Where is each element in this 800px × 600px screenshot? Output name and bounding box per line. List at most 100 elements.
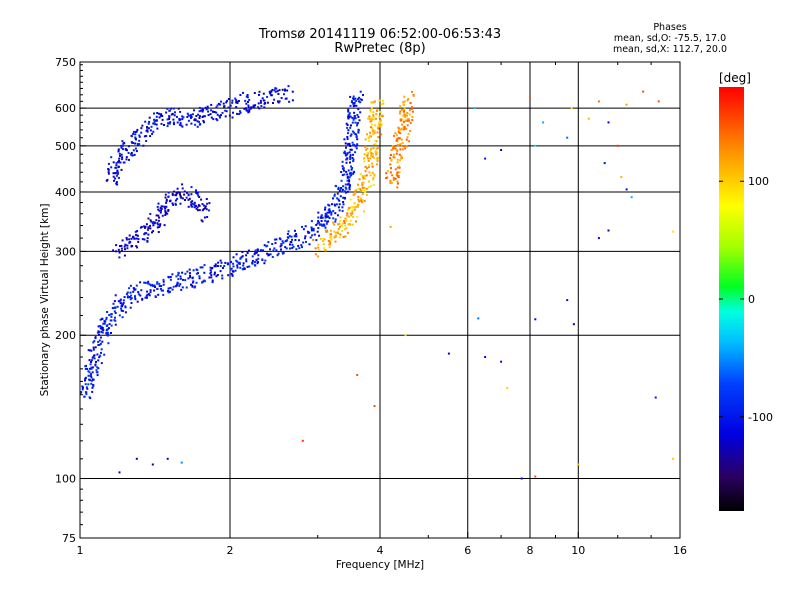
data-point — [252, 104, 255, 107]
data-point — [330, 235, 333, 238]
data-point — [195, 115, 198, 117]
data-point — [389, 182, 392, 185]
data-point — [329, 229, 332, 232]
data-point — [351, 121, 354, 124]
data-point — [354, 151, 357, 154]
data-point — [113, 179, 115, 182]
data-point — [333, 203, 336, 206]
data-point — [392, 178, 395, 181]
data-point — [216, 113, 219, 116]
data-point — [324, 216, 327, 219]
chart-title: Tromsø 20141119 06:52:00-06:53:43 — [258, 27, 502, 42]
colorbar-label: [deg] — [719, 71, 751, 85]
data-point — [397, 136, 400, 139]
data-point — [347, 108, 350, 111]
data-point — [397, 182, 399, 185]
data-point — [373, 173, 376, 176]
data-point — [353, 114, 356, 117]
data-point — [382, 102, 385, 105]
data-point — [349, 158, 352, 161]
data-point — [173, 114, 176, 117]
data-point — [254, 104, 257, 107]
data-point — [256, 248, 259, 251]
data-point — [198, 275, 201, 278]
data-point — [403, 127, 406, 130]
data-point — [363, 200, 366, 203]
data-point — [272, 249, 275, 252]
data-point — [125, 237, 128, 239]
data-point — [222, 102, 225, 105]
data-point — [251, 261, 254, 264]
data-point — [292, 245, 295, 248]
data-point — [159, 211, 162, 214]
data-point — [281, 251, 284, 254]
data-point — [201, 107, 204, 110]
data-point — [389, 180, 392, 183]
data-point — [378, 121, 381, 124]
data-point — [169, 199, 172, 202]
data-point — [245, 260, 248, 263]
data-point — [356, 215, 359, 218]
data-point — [357, 130, 360, 133]
data-point — [401, 148, 404, 151]
data-point — [360, 199, 363, 202]
data-point — [185, 123, 188, 126]
data-point — [166, 212, 169, 215]
data-point — [96, 366, 99, 369]
data-point — [347, 110, 350, 113]
data-point — [107, 342, 110, 345]
data-point — [286, 233, 289, 235]
data-point — [345, 122, 348, 125]
data-point — [82, 386, 84, 389]
data-point — [91, 371, 94, 374]
data-point — [392, 153, 395, 156]
data-point — [112, 175, 115, 178]
data-point — [399, 132, 402, 135]
data-point — [243, 107, 246, 110]
data-point — [179, 193, 181, 196]
data-point — [167, 289, 170, 292]
data-point — [402, 120, 405, 123]
data-point — [380, 133, 383, 136]
data-point — [282, 241, 285, 244]
data-point — [346, 126, 349, 129]
data-point — [134, 147, 137, 150]
data-point — [163, 224, 166, 227]
data-point — [119, 154, 121, 157]
data-point — [372, 183, 375, 186]
data-point — [315, 223, 318, 226]
data-point — [125, 158, 128, 161]
data-point — [195, 207, 198, 210]
data-point — [232, 270, 235, 273]
data-point — [187, 193, 190, 196]
data-point — [348, 207, 351, 210]
data-point — [348, 112, 351, 115]
data-point — [327, 239, 330, 242]
data-point — [107, 171, 110, 173]
data-point — [90, 366, 93, 369]
data-point — [201, 266, 204, 269]
data-point — [353, 143, 356, 146]
data-point — [179, 195, 182, 198]
data-point — [370, 153, 373, 156]
data-point — [196, 206, 199, 209]
data-point — [288, 100, 291, 103]
data-point — [171, 288, 174, 291]
data-point — [534, 144, 537, 147]
data-point — [157, 223, 160, 226]
data-point — [291, 247, 294, 249]
data-point — [203, 204, 206, 207]
data-point — [347, 142, 350, 145]
data-point — [116, 172, 119, 174]
data-point — [173, 123, 175, 126]
data-point — [321, 224, 324, 227]
data-point — [122, 310, 125, 312]
data-point — [134, 136, 137, 139]
data-point — [245, 258, 248, 261]
data-point — [542, 121, 545, 124]
data-point — [108, 327, 110, 330]
data-point — [376, 157, 379, 159]
data-point — [90, 361, 92, 363]
data-point — [410, 106, 413, 109]
data-point — [370, 147, 373, 150]
